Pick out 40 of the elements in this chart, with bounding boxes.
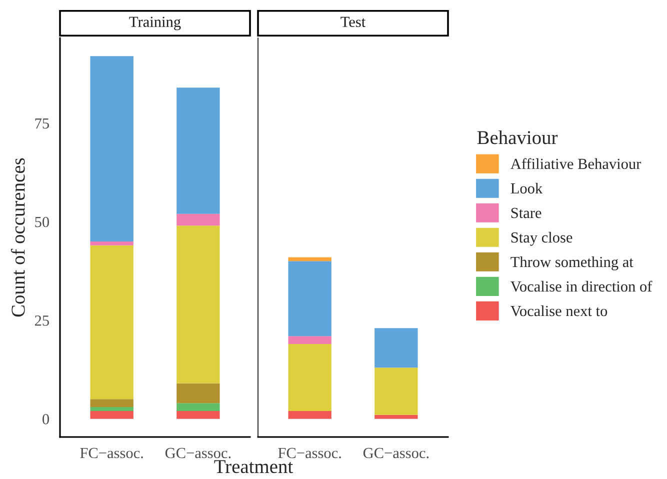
x-tick-label: FC−assoc. <box>80 448 143 458</box>
bar <box>90 410 134 419</box>
bar <box>288 344 332 411</box>
bar <box>288 336 332 344</box>
legend-label: Throw something at <box>510 256 634 270</box>
bar <box>176 410 220 419</box>
bar <box>176 226 220 384</box>
legend-label: Vocalise in direction of <box>510 280 652 292</box>
x-tick-label: GC−assoc. <box>363 448 429 458</box>
bar <box>374 328 418 368</box>
legend-label: Affiliative Behaviour <box>510 158 642 170</box>
x-tick-label: GC−assoc. <box>165 448 231 458</box>
legend-label: Stay close <box>511 232 572 246</box>
bar <box>90 399 134 408</box>
bar <box>374 414 418 419</box>
y-tick-label: 25 <box>34 315 49 326</box>
y-tick-label: 75 <box>35 118 49 129</box>
bar <box>176 403 220 411</box>
bar <box>90 245 134 400</box>
chart-title: Training <box>129 16 181 30</box>
x-axis-title: Treatment <box>214 460 293 474</box>
x-tick-label: FC−assoc. <box>278 448 341 458</box>
bar <box>176 214 220 226</box>
legend-label: Look <box>510 182 543 194</box>
y-tick-label: 0 <box>42 414 49 424</box>
y-axis-title: Count of occurences <box>10 158 25 317</box>
bar <box>176 383 220 404</box>
legend-label: Stare <box>511 208 542 218</box>
legend-title: Behaviour <box>477 130 558 144</box>
bar <box>288 261 332 336</box>
bar <box>288 257 332 262</box>
bar <box>374 368 418 415</box>
bar <box>288 410 332 419</box>
legend-label: Vocalise next to <box>510 305 608 316</box>
bar <box>90 241 134 246</box>
y-tick-label: 50 <box>35 216 49 228</box>
bar <box>90 407 134 411</box>
chart-title: Test <box>340 16 366 28</box>
bar <box>176 88 220 214</box>
bar <box>90 56 134 242</box>
